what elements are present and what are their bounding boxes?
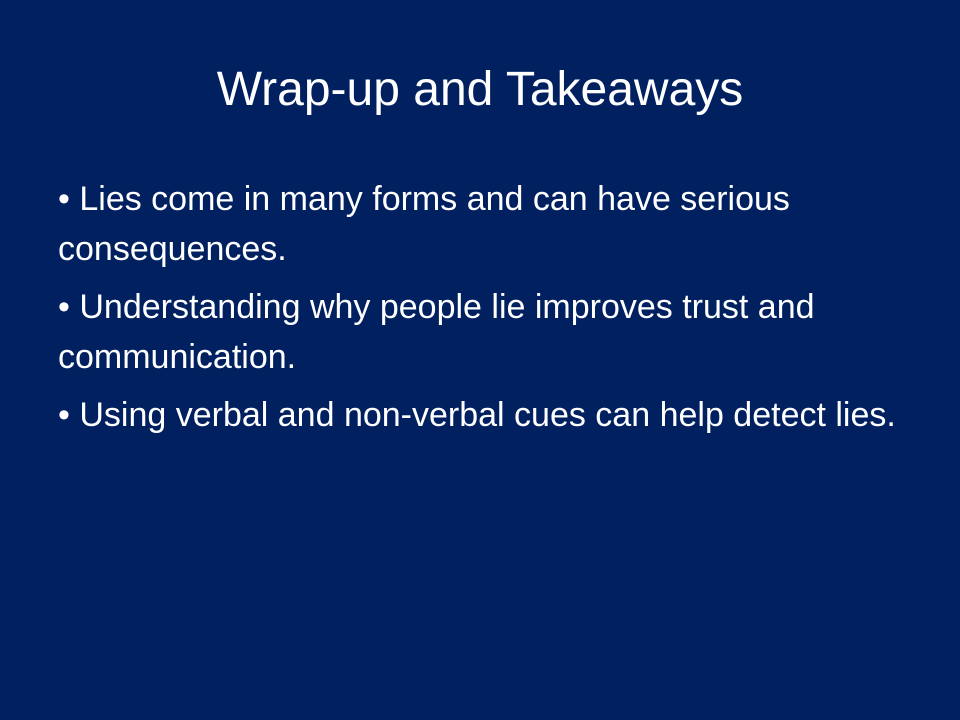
bullet-item: • Using verbal and non-verbal cues can h… (58, 396, 896, 434)
bullet-item: • Lies come in many forms and can have s… (58, 180, 790, 268)
slide-title: Wrap-up and Takeaways (216, 63, 744, 116)
bullet-list: • Lies come in many forms and can have s… (58, 174, 908, 448)
bullet-item: • Understanding why people lie improves … (58, 288, 815, 376)
